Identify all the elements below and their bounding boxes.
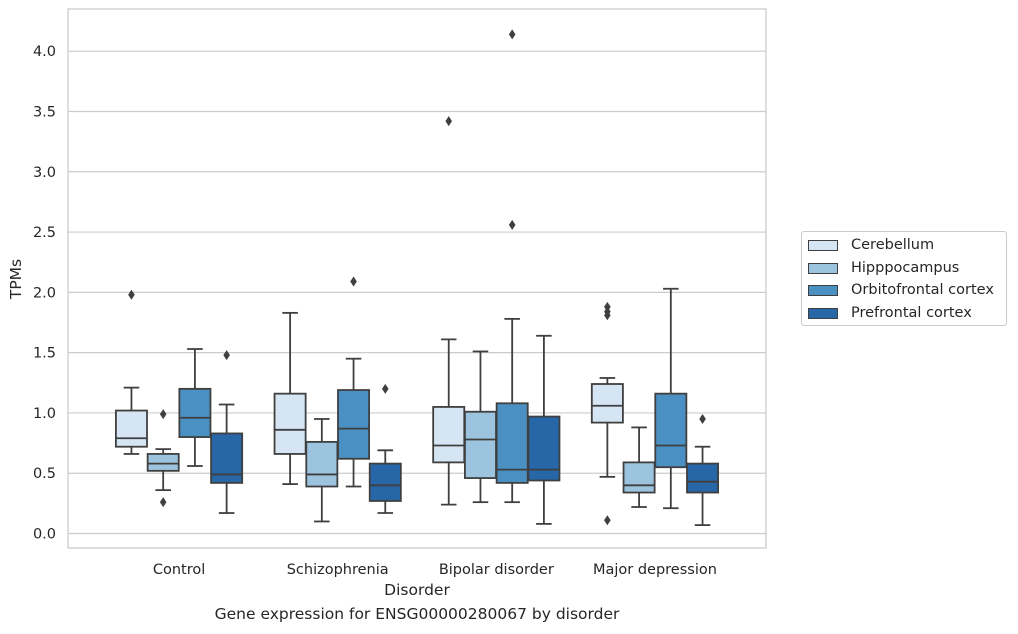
box-body xyxy=(337,389,370,460)
x-tick-label-control: Control xyxy=(153,562,205,578)
y-tick-label-2-5: 2.5 xyxy=(33,225,56,241)
x-axis-label: Disorder xyxy=(384,581,450,599)
legend-item-cerebellum: Cerebellum xyxy=(808,235,934,255)
box-body xyxy=(495,402,529,484)
outlier-point xyxy=(159,497,167,508)
box-body xyxy=(527,415,561,482)
box-prefrontal-cortex-bipolar-disorder xyxy=(527,334,561,525)
y-tick-label-0-0: 0.0 xyxy=(33,527,56,543)
box-body xyxy=(210,432,244,484)
legend-item-hipppocampus: Hipppocampus xyxy=(808,258,959,278)
box-body xyxy=(654,392,688,469)
y-tick-label-1-5: 1.5 xyxy=(33,346,56,362)
box-cerebellum-major-depression xyxy=(590,301,624,526)
box-orbitofrontal-cortex-bipolar-disorder xyxy=(495,29,529,504)
box-hipppocampus-bipolar-disorder xyxy=(464,350,497,504)
box-body xyxy=(115,409,148,448)
x-tick-label-bipolar-disorder: Bipolar disorder xyxy=(439,562,554,578)
box-body xyxy=(368,462,402,502)
legend-item-orbitofrontal-cortex: Orbitofrontal cortex xyxy=(808,280,994,300)
box-body xyxy=(273,392,307,455)
legend-swatch-prefrontal-cortex xyxy=(808,307,838,319)
box-cerebellum-control xyxy=(115,289,148,455)
y-tick-label-1-0: 1.0 xyxy=(33,406,56,422)
outlier-point xyxy=(604,515,611,526)
box-body xyxy=(686,462,719,494)
legend-swatch-orbitofrontal-cortex xyxy=(808,284,838,296)
box-body xyxy=(146,453,180,472)
y-tick-label-0-5: 0.5 xyxy=(33,466,56,482)
figure-caption: Gene expression for ENSG00000280067 by d… xyxy=(214,605,620,623)
x-tick-labels: Control Schizophrenia Bipolar disorder Majo… xyxy=(153,562,717,578)
plot-frame xyxy=(67,8,767,549)
outlier-point xyxy=(223,350,230,361)
legend-label-prefrontal-cortex: Prefrontal cortex xyxy=(851,305,972,321)
box-orbitofrontal-cortex-schizophrenia xyxy=(337,276,370,488)
legend-swatch-cerebellum xyxy=(808,239,838,251)
legend: Cerebellum Hipppocampus Orbitofrontal co… xyxy=(801,231,1007,326)
box-hipppocampus-control xyxy=(146,409,180,508)
box-body xyxy=(464,410,497,479)
box-prefrontal-cortex-control xyxy=(210,350,244,514)
outlier-point xyxy=(699,413,706,424)
legend-swatch-hipppocampus xyxy=(808,262,838,274)
y-tick-labels: 0.0 0.5 1.0 1.5 2.0 2.5 3.0 3.5 4.0 xyxy=(33,44,56,542)
box-body xyxy=(622,461,656,494)
y-axis-label: TPMs xyxy=(7,259,25,300)
box-prefrontal-cortex-schizophrenia xyxy=(368,383,402,514)
y-tick-label-3-5: 3.5 xyxy=(33,104,56,120)
boxes-layer xyxy=(115,29,719,526)
outlier-point xyxy=(508,29,516,40)
box-prefrontal-cortex-major-depression xyxy=(686,413,719,526)
box-body xyxy=(432,406,466,464)
outlier-point xyxy=(128,289,135,300)
outlier-point xyxy=(381,383,389,394)
legend-label-orbitofrontal-cortex: Orbitofrontal cortex xyxy=(851,282,994,298)
y-tick-label-2-0: 2.0 xyxy=(33,285,56,301)
gridlines xyxy=(68,50,766,535)
box-cerebellum-bipolar-disorder xyxy=(432,116,466,506)
outlier-point xyxy=(159,409,167,420)
box-hipppocampus-major-depression xyxy=(622,426,656,508)
x-tick-label-schizophrenia: Schizophrenia xyxy=(287,562,389,578)
outlier-point xyxy=(508,219,516,230)
legend-label-hipppocampus: Hipppocampus xyxy=(851,260,960,276)
y-tick-label-4-0: 4.0 xyxy=(33,44,56,60)
box-orbitofrontal-cortex-control xyxy=(178,348,212,467)
box-body xyxy=(305,440,339,488)
legend-item-prefrontal-cortex: Prefrontal cortex xyxy=(808,303,972,323)
box-body xyxy=(178,387,212,438)
box-orbitofrontal-cortex-major-depression xyxy=(654,287,688,510)
outlier-point xyxy=(604,301,611,312)
outlier-point xyxy=(350,276,357,287)
box-cerebellum-schizophrenia xyxy=(273,311,307,485)
x-tick-label-major-depression: Major depression xyxy=(593,562,717,578)
y-tick-label-3-0: 3.0 xyxy=(33,165,56,181)
legend-label-cerebellum: Cerebellum xyxy=(851,237,935,253)
box-body xyxy=(590,383,624,424)
outlier-point xyxy=(445,116,453,127)
box-hipppocampus-schizophrenia xyxy=(305,418,339,523)
